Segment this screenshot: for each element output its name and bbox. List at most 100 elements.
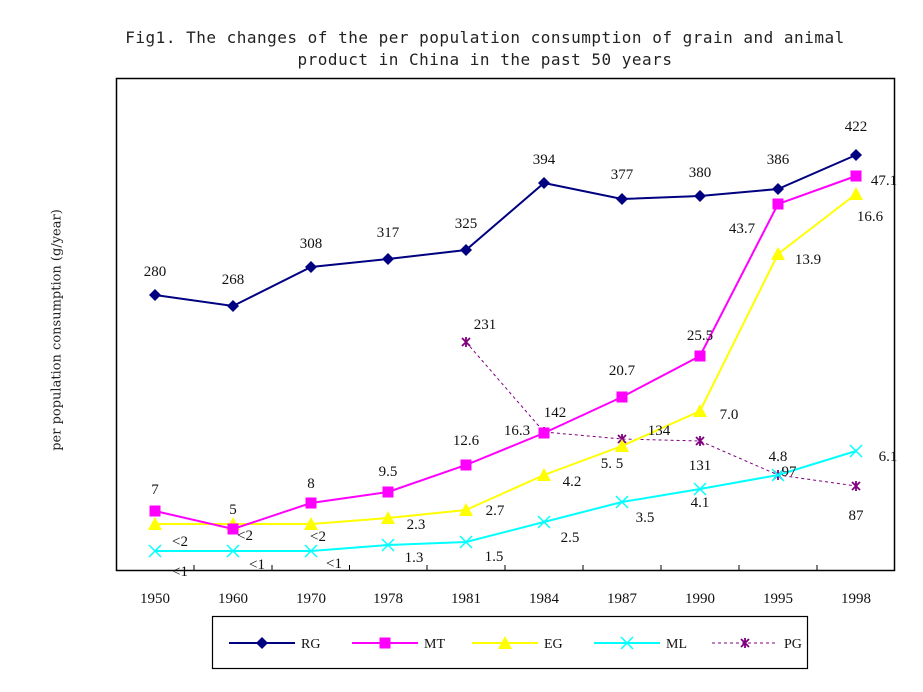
data-label-mt: 16.3 (504, 423, 530, 439)
series-line-eg (155, 193, 857, 525)
data-label-ml: 4.8 (769, 449, 788, 465)
data-label-ml: <1 (326, 556, 342, 572)
data-point-ml (849, 444, 863, 458)
data-label-pg: 142 (544, 405, 567, 421)
data-label-rg: 377 (611, 167, 634, 183)
data-label-pg: 231 (474, 317, 497, 333)
data-label-eg: 5. 5 (601, 456, 624, 472)
legend-label: MT (424, 637, 445, 652)
data-point-ml (693, 482, 707, 496)
legend-label: PG (784, 637, 802, 652)
series-mt (149, 170, 862, 535)
data-point-ml (615, 495, 629, 509)
data-label-eg: 16.6 (857, 209, 884, 225)
chart-title-line-1: Fig1. The changes of the per population … (125, 28, 845, 47)
legend-item-ml: ML (594, 636, 687, 652)
x-tick-label: 1990 (685, 591, 715, 607)
data-label-mt: 8 (307, 476, 315, 492)
data-point-rg (772, 183, 784, 195)
legend-marker-mt (379, 637, 391, 649)
data-label-mt: 43.7 (729, 221, 756, 237)
data-label-eg: 4.2 (563, 474, 582, 490)
data-point-eg (148, 517, 162, 530)
data-point-ml (148, 544, 162, 558)
data-point-ml (771, 468, 785, 482)
data-point-mt (616, 391, 628, 403)
data-point-pg (695, 436, 705, 446)
data-label-eg: 13.9 (795, 252, 821, 268)
series-line-mt (154, 175, 857, 531)
data-label-ml: <1 (249, 557, 265, 573)
data-point-mt (694, 350, 706, 362)
data-label-pg: 97 (782, 464, 798, 480)
data-point-eg (459, 503, 473, 516)
data-label-ml: <1 (172, 564, 188, 580)
legend-marker-ml (620, 636, 634, 650)
data-label-rg: 380 (689, 165, 712, 181)
data-point-ml (304, 544, 318, 558)
series-line-ml (155, 450, 857, 552)
data-label-mt: 5 (229, 502, 237, 518)
legend-item-mt: MT (352, 637, 445, 652)
x-tick-label: 1960 (218, 591, 248, 607)
data-label-ml: 1.5 (485, 549, 504, 565)
data-point-mt (382, 486, 394, 498)
data-label-mt: 20.7 (609, 363, 636, 379)
series-line-rg (154, 154, 857, 308)
data-point-eg (849, 187, 863, 200)
data-point-pg (461, 337, 471, 347)
data-point-mt (850, 170, 862, 182)
legend-marker-rg (256, 637, 268, 649)
data-point-rg (227, 300, 239, 312)
data-point-rg (149, 289, 161, 301)
data-point-mt (305, 497, 317, 509)
data-point-mt (227, 523, 239, 535)
legend-marker-pg (740, 638, 750, 648)
legend-item-eg: EG (472, 636, 563, 652)
x-axis-ticks (193, 565, 818, 571)
series-rg (149, 149, 862, 312)
data-label-eg: 2.7 (486, 503, 505, 519)
data-point-eg (304, 517, 318, 530)
data-point-rg (694, 190, 706, 202)
data-point-pg (851, 481, 861, 491)
data-point-rg (616, 193, 628, 205)
x-tick-label: 1978 (373, 591, 403, 607)
data-labels-layer: 280 268 308 317 325 394 377 380 386 422 7 5 8 9.5 12.6… (144, 119, 898, 580)
data-point-rg (460, 244, 472, 256)
data-point-rg (305, 261, 317, 273)
data-label-rg: 386 (767, 152, 790, 168)
data-point-ml (459, 535, 473, 549)
data-point-rg (382, 253, 394, 265)
data-point-mt (460, 459, 472, 471)
data-point-mt (149, 505, 161, 517)
x-tick-label: 1950 (140, 591, 170, 607)
x-tick-label: 1981 (451, 591, 481, 607)
x-tick-label: 1995 (763, 591, 793, 607)
chart-title: Fig1. The changes of the per population … (0, 27, 923, 71)
data-point-ml (537, 515, 551, 529)
data-point-rg (538, 177, 550, 189)
x-tick-label: 1998 (841, 591, 871, 607)
series-layer (148, 149, 863, 558)
data-label-mt: 25.5 (687, 328, 713, 344)
data-label-rg: 325 (455, 216, 478, 232)
data-label-mt: 12.6 (453, 433, 480, 449)
data-label-mt: 9.5 (379, 464, 398, 480)
data-label-mt: 7 (151, 482, 159, 498)
data-label-rg: 394 (533, 152, 556, 168)
data-label-ml: 4.1 (691, 495, 710, 511)
data-label-pg: 134 (648, 423, 671, 439)
data-label-rg: 308 (300, 236, 323, 252)
x-tick-label: 1970 (296, 591, 326, 607)
legend-item-pg: PG (712, 637, 802, 652)
data-label-rg: 280 (144, 264, 167, 280)
legend-label: ML (666, 637, 687, 652)
legend-marker-eg (498, 636, 512, 649)
data-point-eg (537, 468, 551, 481)
data-point-mt (772, 198, 784, 210)
data-point-eg (381, 511, 395, 524)
data-point-ml (226, 544, 240, 558)
data-label-eg: 7.0 (720, 407, 739, 423)
